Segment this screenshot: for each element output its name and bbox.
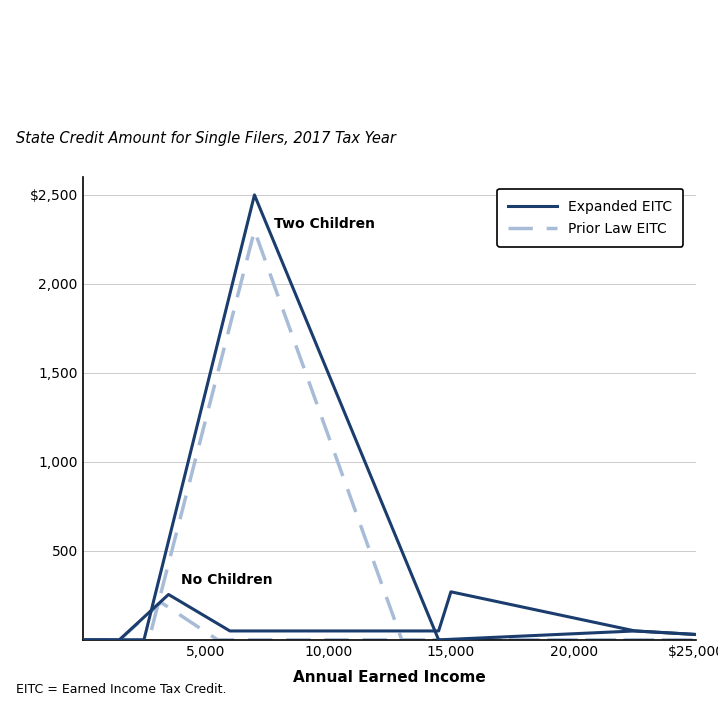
Text: No Children: No Children [181,573,272,587]
Text: State Credit Amount for Single Filers, 2017 Tax Year: State Credit Amount for Single Filers, 2… [16,131,396,145]
Legend: Expanded EITC, Prior Law EITC: Expanded EITC, Prior Law EITC [498,189,684,247]
Text: Expansion of the California EITC: Expansion of the California EITC [16,61,393,82]
Text: Two Children: Two Children [274,216,375,231]
Text: EITC = Earned Income Tax Credit.: EITC = Earned Income Tax Credit. [16,683,226,696]
X-axis label: Annual Earned Income: Annual Earned Income [293,669,486,685]
